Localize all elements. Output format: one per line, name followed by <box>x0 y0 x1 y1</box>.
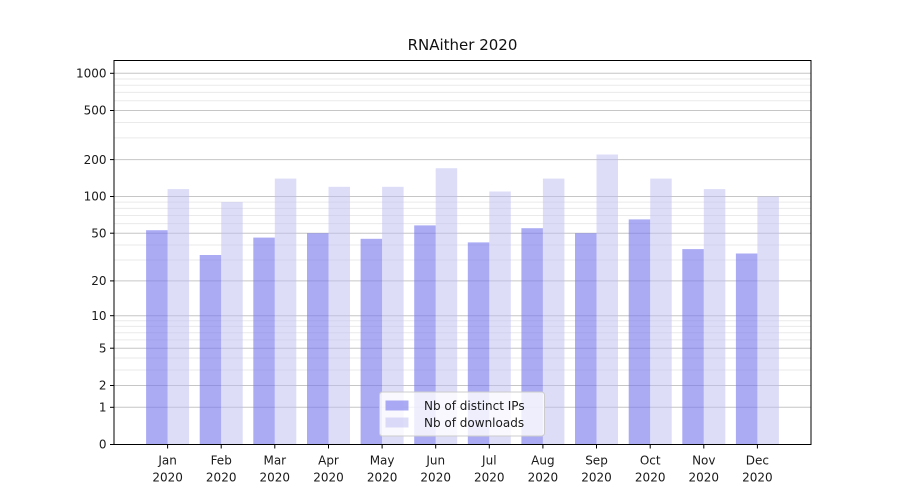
bar-distinct-ips-1 <box>199 255 222 445</box>
bar-distinct-ips-3 <box>307 233 329 445</box>
bar-distinct-ips-8 <box>575 233 597 445</box>
x-tick-label-month-10: Nov <box>692 454 715 468</box>
x-tick-label-year-10: 2020 <box>689 471 720 485</box>
legend-label-downloads: Nb of downloads <box>424 416 524 430</box>
bar-downloads-0 <box>167 189 190 445</box>
bar-downloads-6 <box>489 191 511 445</box>
y-tick-label: 2 <box>99 379 107 393</box>
bar-distinct-ips-2 <box>253 237 275 445</box>
y-tick-label: 500 <box>84 104 107 118</box>
bar-distinct-ips-9 <box>628 219 651 445</box>
bar-downloads-11 <box>757 196 779 445</box>
x-tick-label-month-5: Jun <box>425 454 445 468</box>
x-tick-label-year-6: 2020 <box>474 471 505 485</box>
x-tick-label-month-4: May <box>370 454 395 468</box>
x-tick-label-year-11: 2020 <box>742 471 773 485</box>
x-tick-label-year-2: 2020 <box>260 471 291 485</box>
y-tick-label: 20 <box>91 274 106 288</box>
x-tick-label-month-9: Oct <box>640 454 661 468</box>
y-tick-label: 0 <box>99 438 107 452</box>
bar-distinct-ips-0 <box>146 230 168 445</box>
y-tick-label: 10 <box>91 309 106 323</box>
x-tick-label-month-6: Jul <box>481 454 496 468</box>
bar-downloads-8 <box>596 154 618 445</box>
x-tick-label-month-1: Feb <box>211 454 232 468</box>
x-tick-label-year-8: 2020 <box>581 471 612 485</box>
legend-label-distinct-ips: Nb of distinct IPs <box>424 399 525 413</box>
bar-downloads-3 <box>328 186 350 445</box>
x-tick-label-month-11: Dec <box>746 454 769 468</box>
x-tick-label-month-7: Aug <box>531 454 554 468</box>
bar-downloads-4 <box>382 186 404 445</box>
bar-distinct-ips-4 <box>360 238 383 445</box>
plot-border <box>113 60 812 445</box>
x-tick-label-year-9: 2020 <box>635 471 666 485</box>
x-tick-label-month-0: Jan <box>157 454 177 468</box>
legend-swatch-distinct-ips <box>385 400 409 411</box>
bar-downloads-5 <box>435 168 458 445</box>
bar-distinct-ips-10 <box>682 249 704 445</box>
bar-distinct-ips-11 <box>735 253 758 445</box>
x-tick-label-year-5: 2020 <box>420 471 451 485</box>
legend-swatch-downloads <box>385 417 409 428</box>
x-tick-label-month-2: Mar <box>263 454 286 468</box>
chart-title: RNAither 2020 <box>408 36 518 54</box>
bar-downloads-2 <box>274 178 297 445</box>
x-tick-label-month-8: Sep <box>585 454 608 468</box>
x-tick-label-year-7: 2020 <box>528 471 559 485</box>
bar-distinct-ips-5 <box>414 225 436 445</box>
x-tick-label-year-3: 2020 <box>313 471 344 485</box>
x-tick-label-year-0: 2020 <box>152 471 183 485</box>
y-tick-label: 1000 <box>76 67 107 81</box>
x-tick-label-month-3: Apr <box>318 454 339 468</box>
y-tick-label: 5 <box>99 341 107 355</box>
bar-downloads-7 <box>542 178 565 445</box>
x-tick-label-year-1: 2020 <box>206 471 237 485</box>
y-tick-label: 1 <box>99 401 107 415</box>
legend-box <box>379 391 545 437</box>
x-tick-label-year-4: 2020 <box>367 471 398 485</box>
bar-downloads-9 <box>650 178 672 445</box>
bar-distinct-ips-7 <box>521 228 543 445</box>
bar-downloads-10 <box>703 189 726 445</box>
y-tick-label: 50 <box>91 226 106 240</box>
y-tick-label: 100 <box>84 190 107 204</box>
y-tick-label: 200 <box>84 153 107 167</box>
bar-downloads-1 <box>221 202 243 445</box>
